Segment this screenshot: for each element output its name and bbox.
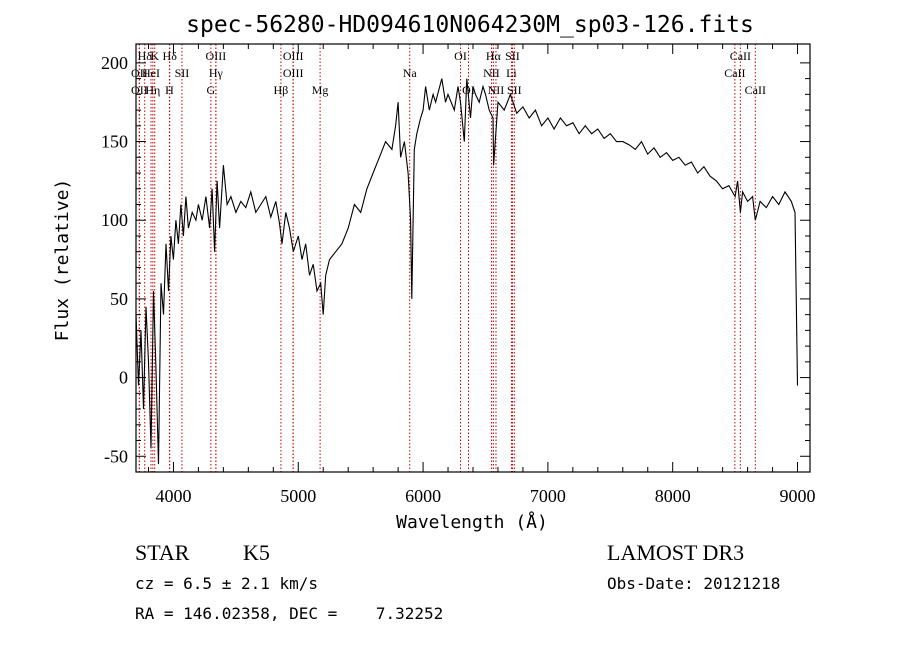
spectral-line-label: Hβ bbox=[274, 83, 289, 97]
spectral-line-label: SII bbox=[505, 49, 520, 63]
x-axis: 4000 5000 6000 7000 8000 9000 bbox=[147, 44, 816, 506]
spectral-line-label: Mg bbox=[312, 83, 329, 97]
coordinates: RA = 146.02358, DEC = 7.32252 bbox=[135, 604, 444, 623]
y-tick-label: 50 bbox=[110, 289, 128, 309]
spectral-line-label: Hγ bbox=[209, 66, 224, 80]
spectral-line-label: K bbox=[150, 49, 159, 63]
y-tick-label: 0 bbox=[119, 368, 128, 388]
redshift-velocity: cz = 6.5 ± 2.1 km/s bbox=[135, 574, 319, 593]
spectral-line-label: Hη bbox=[145, 83, 160, 97]
spectral-line-markers bbox=[138, 44, 756, 472]
spectral-line-label: CaII bbox=[724, 66, 745, 80]
spectral-line-label: NII bbox=[483, 66, 500, 80]
y-axis: -50 0 50 100 150 200 bbox=[101, 53, 810, 466]
x-axis-label: Wavelength (Å) bbox=[396, 511, 548, 533]
y-tick-label: 150 bbox=[101, 132, 128, 152]
x-tick-label: 9000 bbox=[780, 486, 816, 506]
x-tick-label: 5000 bbox=[280, 486, 316, 506]
spectral-line-label: OI bbox=[454, 49, 467, 63]
x-tick-label: 6000 bbox=[405, 486, 441, 506]
spectral-line-label: HeI bbox=[142, 66, 160, 80]
chart-title: spec-56280-HD094610N064230M_sp03-126.fit… bbox=[186, 12, 754, 38]
spectral-line-label: Li bbox=[506, 66, 517, 80]
spectral-line-label: H bbox=[165, 83, 174, 97]
y-tick-label: 100 bbox=[101, 210, 128, 230]
plot-frame bbox=[135, 43, 811, 473]
spectral-line-label: G bbox=[207, 83, 216, 97]
observation-date: Obs-Date: 20121218 bbox=[607, 574, 781, 593]
survey-name: LAMOST DR3 bbox=[607, 540, 745, 565]
spectral-subclass: K5 bbox=[243, 540, 270, 565]
x-tick-label: 8000 bbox=[655, 486, 691, 506]
y-tick-label: 200 bbox=[101, 53, 128, 73]
spectral-line-label: OII bbox=[131, 66, 148, 80]
spectral-line-label: OIII bbox=[283, 49, 304, 63]
x-tick-label: 4000 bbox=[155, 486, 191, 506]
spectral-line-label: Hδ bbox=[138, 49, 153, 63]
spectral-line-label: SII bbox=[507, 83, 522, 97]
spectral-line-label: Na bbox=[403, 66, 418, 80]
spectral-line-label: CaII bbox=[730, 49, 751, 63]
spectral-line-label: Hα bbox=[486, 49, 502, 63]
spectral-line-label: OII bbox=[131, 83, 148, 97]
y-axis-label: Flux (relative) bbox=[52, 179, 73, 342]
spectral-line-label: OIII bbox=[283, 66, 304, 80]
y-tick-label: -50 bbox=[104, 446, 128, 466]
spectral-line-label: NII bbox=[488, 83, 505, 97]
object-class: STAR bbox=[135, 540, 190, 565]
spectral-line-label: Hδ bbox=[163, 49, 178, 63]
spectral-line-label: OI bbox=[462, 83, 475, 97]
spectrum-line bbox=[135, 78, 799, 465]
x-tick-label: 7000 bbox=[530, 486, 566, 506]
spectral-line-label: OIII bbox=[206, 49, 227, 63]
spectral-line-label: SII bbox=[175, 66, 190, 80]
spectral-line-label: CaII bbox=[745, 83, 766, 97]
